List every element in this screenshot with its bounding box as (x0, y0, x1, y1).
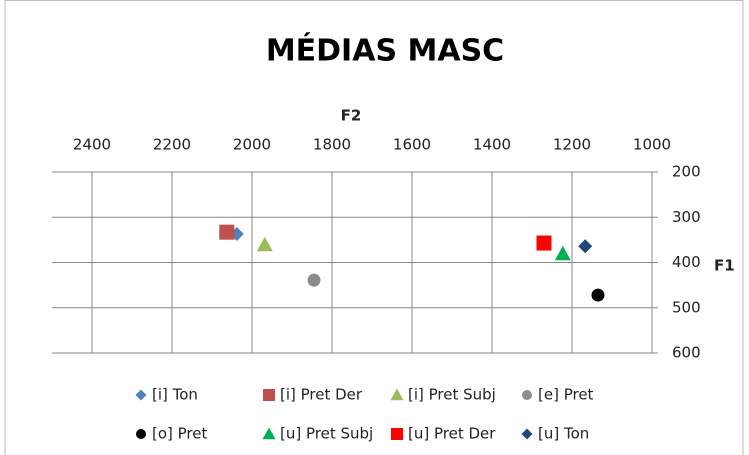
x-tick-label: 2200 (153, 136, 191, 154)
chart-title: MÉDIAS MASC (266, 33, 504, 69)
legend-label: [u] Ton (538, 425, 589, 443)
legend-label: [i] Pret Subj (408, 386, 496, 404)
data-point (307, 273, 321, 287)
legend-marker (263, 389, 275, 401)
data-point (578, 239, 593, 254)
x-tick-label: 1600 (393, 136, 431, 154)
x-tick-label: 1800 (313, 136, 351, 154)
x-tick-label: 2400 (73, 136, 111, 154)
y-tick-label: 600 (672, 344, 701, 362)
y-axis-label: F1 (714, 257, 735, 275)
x-tick-label: 2000 (233, 136, 271, 154)
y-tick-label: 200 (672, 163, 701, 181)
legend-label: [u] Pret Der (408, 425, 496, 443)
data-point (536, 235, 552, 251)
x-axis-label: F2 (341, 107, 362, 125)
legend-marker (521, 428, 533, 440)
x-tick-label: 1200 (553, 136, 591, 154)
legend-marker (135, 389, 147, 401)
legend-marker (136, 429, 146, 439)
legend-label: [e] Pret (538, 386, 594, 404)
legend-marker (262, 427, 276, 440)
legend-marker (522, 390, 532, 400)
y-tick-label: 500 (672, 298, 701, 316)
data-point (256, 236, 273, 252)
legend-marker (390, 388, 404, 401)
legend-label: [i] Pret Der (280, 386, 363, 404)
chart-frame (4, 0, 744, 455)
legend-label: [u] Pret Subj (280, 425, 373, 443)
data-point (554, 245, 571, 261)
legend-marker (391, 428, 403, 440)
data-point (219, 224, 235, 240)
data-point (591, 288, 605, 302)
legend-label: [i] Ton (152, 386, 198, 404)
y-tick-label: 400 (672, 253, 701, 271)
legend-label: [o] Pret (152, 425, 207, 443)
x-tick-label: 1000 (633, 136, 671, 154)
x-tick-label: 1400 (473, 136, 511, 154)
y-tick-label: 300 (672, 208, 701, 226)
